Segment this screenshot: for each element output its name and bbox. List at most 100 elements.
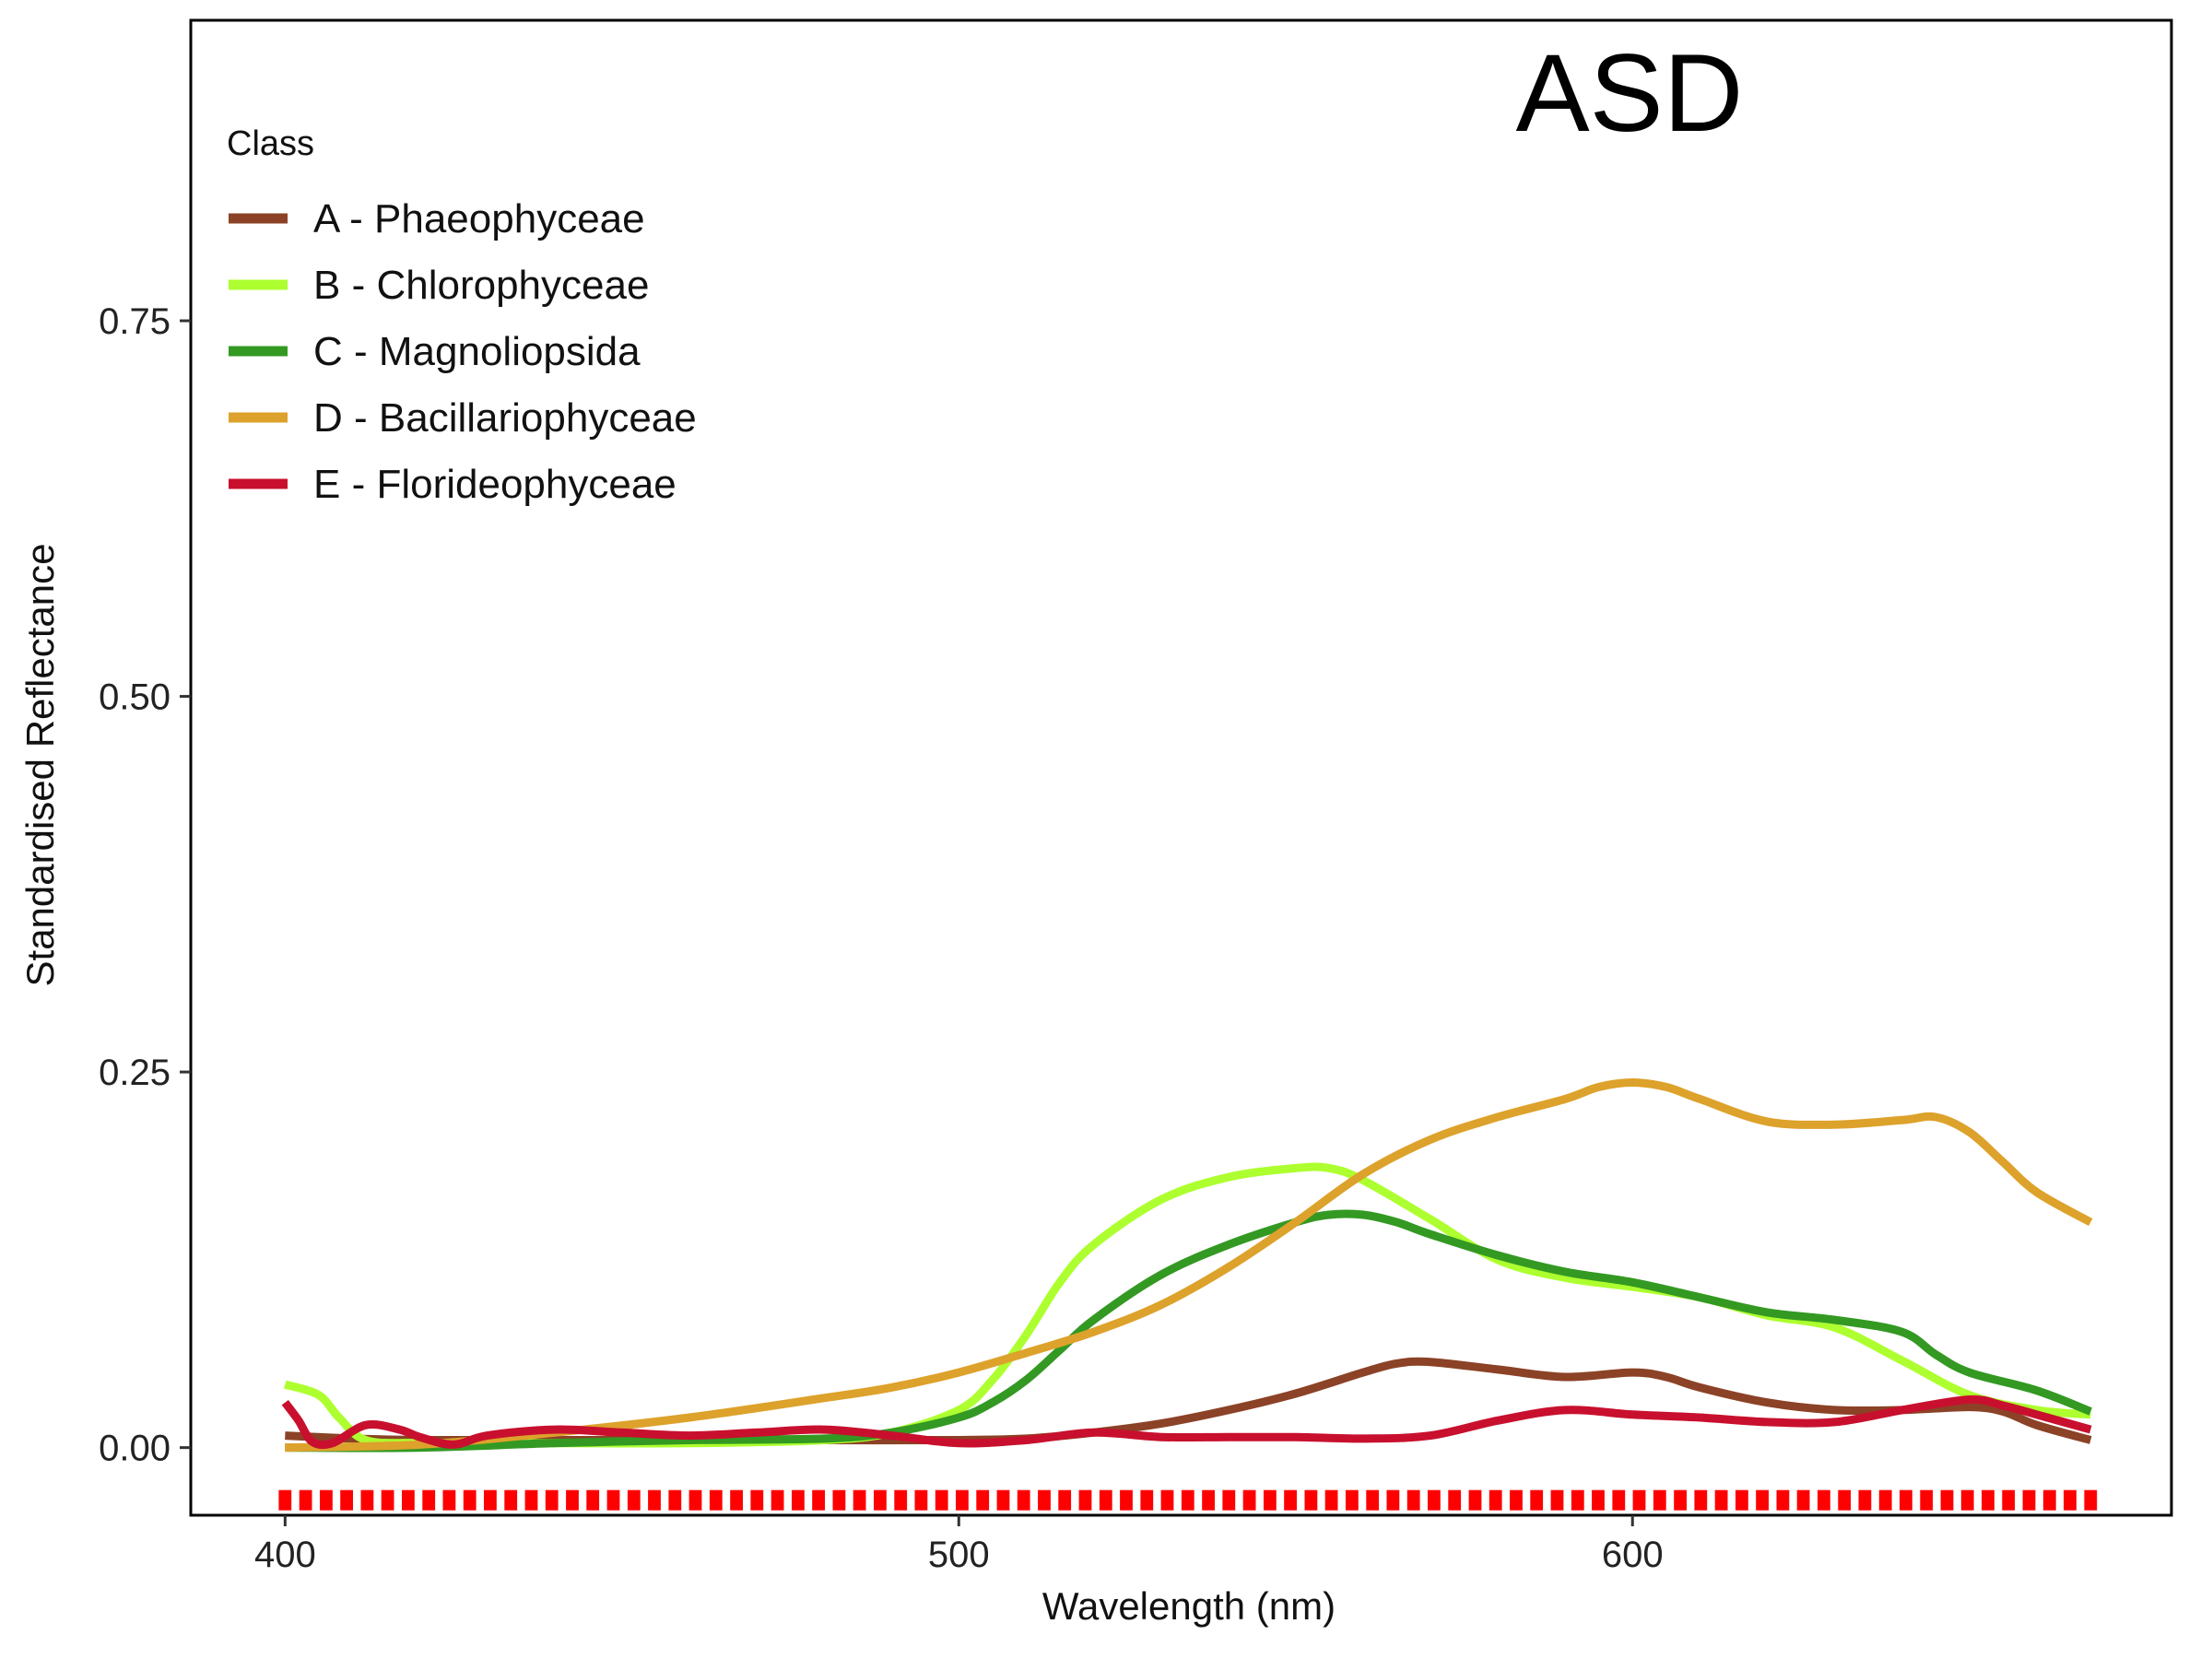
marker-band-square	[545, 1489, 559, 1511]
legend-label-b: B - Chlorophyceae	[313, 263, 649, 308]
marker-band-square	[1612, 1489, 1626, 1511]
instrument-label: ASD	[1516, 31, 1744, 155]
marker-band-square	[792, 1489, 805, 1511]
marker-band-square	[1776, 1489, 1790, 1511]
marker-band-square	[771, 1489, 784, 1511]
marker-band-square	[299, 1489, 312, 1511]
marker-band-square	[1160, 1489, 1174, 1511]
marker-band-square	[1222, 1489, 1236, 1511]
marker-band-square	[1796, 1489, 1810, 1511]
series-line-e	[281, 1394, 2092, 1450]
marker-band-square	[2064, 1489, 2077, 1511]
marker-band-square	[1878, 1489, 1892, 1511]
marker-band-square	[1202, 1489, 1215, 1511]
marker-band-square	[1982, 1489, 1994, 1511]
marker-band-square	[1468, 1489, 1482, 1511]
legend-label-e: E - Florideophyceae	[313, 462, 677, 507]
marker-band-square	[627, 1489, 641, 1511]
series-lines	[281, 1078, 2093, 1453]
marker-band-square	[976, 1489, 990, 1511]
marker-band-square	[812, 1489, 825, 1511]
marker-band-square	[1488, 1489, 1502, 1511]
marker-band-square	[1818, 1489, 1830, 1511]
marker-band-square	[1714, 1489, 1728, 1511]
marker-band-square	[1120, 1489, 1133, 1511]
marker-band-square	[1694, 1489, 1708, 1511]
legend: Class A - Phaeophyceae B - Chlorophyceae C…	[227, 124, 697, 507]
x-axis-title: Wavelength (nm)	[1042, 1584, 1335, 1628]
y-tick-label: 0.50	[99, 677, 171, 718]
marker-band-square	[1304, 1489, 1318, 1511]
marker-band-square	[278, 1489, 292, 1511]
marker-band	[278, 1489, 2098, 1511]
marker-band-square	[688, 1489, 702, 1511]
marker-band-square	[2002, 1489, 2016, 1511]
marker-band-square	[524, 1489, 538, 1511]
marker-band-square	[1017, 1489, 1030, 1511]
marker-band-square	[1448, 1489, 1462, 1511]
y-axis-ticks: 0.00 0.25 0.50 0.75	[99, 301, 191, 1469]
marker-band-square	[1674, 1489, 1687, 1511]
marker-band-square	[463, 1489, 477, 1511]
marker-band-square	[1242, 1489, 1256, 1511]
marker-band-square	[340, 1489, 353, 1511]
marker-band-square	[2042, 1489, 2056, 1511]
marker-band-square	[1858, 1489, 1872, 1511]
x-axis-ticks: 400 500 600	[254, 1515, 1664, 1575]
marker-band-square	[668, 1489, 682, 1511]
marker-band-square	[1550, 1489, 1564, 1511]
marker-band-square	[1571, 1489, 1584, 1511]
marker-band-square	[1099, 1489, 1112, 1511]
x-tick-label: 400	[254, 1535, 316, 1575]
marker-band-square	[935, 1489, 948, 1511]
marker-band-square	[956, 1489, 969, 1511]
marker-band-square	[832, 1489, 846, 1511]
y-tick-label: 0.00	[99, 1429, 171, 1469]
legend-label-a: A - Phaeophyceae	[313, 196, 645, 241]
marker-band-square	[874, 1489, 887, 1511]
x-tick-label: 500	[928, 1535, 990, 1575]
marker-band-square	[1940, 1489, 1954, 1511]
marker-band-square	[709, 1489, 723, 1511]
marker-band-square	[1140, 1489, 1154, 1511]
marker-band-square	[750, 1489, 764, 1511]
marker-band-square	[2022, 1489, 2036, 1511]
marker-band-square	[1428, 1489, 1441, 1511]
marker-band-square	[1960, 1489, 1974, 1511]
marker-band-square	[320, 1489, 333, 1511]
plot-panel-border	[189, 18, 2173, 1517]
marker-band-square	[1058, 1489, 1072, 1511]
y-tick-label: 0.75	[99, 301, 171, 342]
marker-band-square	[360, 1489, 374, 1511]
marker-band-square	[1735, 1489, 1748, 1511]
marker-band-square	[1406, 1489, 1420, 1511]
marker-band-square	[648, 1489, 661, 1511]
series-line-d	[285, 1078, 2093, 1453]
marker-band-square	[1510, 1489, 1523, 1511]
marker-band-square	[1386, 1489, 1400, 1511]
marker-band-square	[1920, 1489, 1934, 1511]
legend-label-d: D - Bacillariophyceae	[313, 395, 697, 441]
marker-band-square	[566, 1489, 579, 1511]
y-tick-label: 0.25	[99, 1053, 171, 1093]
marker-band-square	[1078, 1489, 1092, 1511]
marker-band-square	[1366, 1489, 1380, 1511]
marker-band-square	[484, 1489, 497, 1511]
marker-band-square	[1284, 1489, 1297, 1511]
marker-band-square	[606, 1489, 620, 1511]
marker-band-square	[1653, 1489, 1666, 1511]
marker-band-square	[1038, 1489, 1051, 1511]
marker-band-square	[914, 1489, 928, 1511]
marker-band-square	[1530, 1489, 1544, 1511]
marker-band-square	[996, 1489, 1010, 1511]
y-axis-title: Standardised Reflectance	[18, 544, 62, 987]
marker-band-square	[2084, 1489, 2098, 1511]
legend-title: Class	[227, 124, 314, 163]
marker-band-square	[1632, 1489, 1646, 1511]
legend-label-c: C - Magnoliopsida	[313, 329, 641, 374]
x-tick-label: 600	[1602, 1535, 1664, 1575]
marker-band-square	[402, 1489, 415, 1511]
marker-band-square	[894, 1489, 908, 1511]
